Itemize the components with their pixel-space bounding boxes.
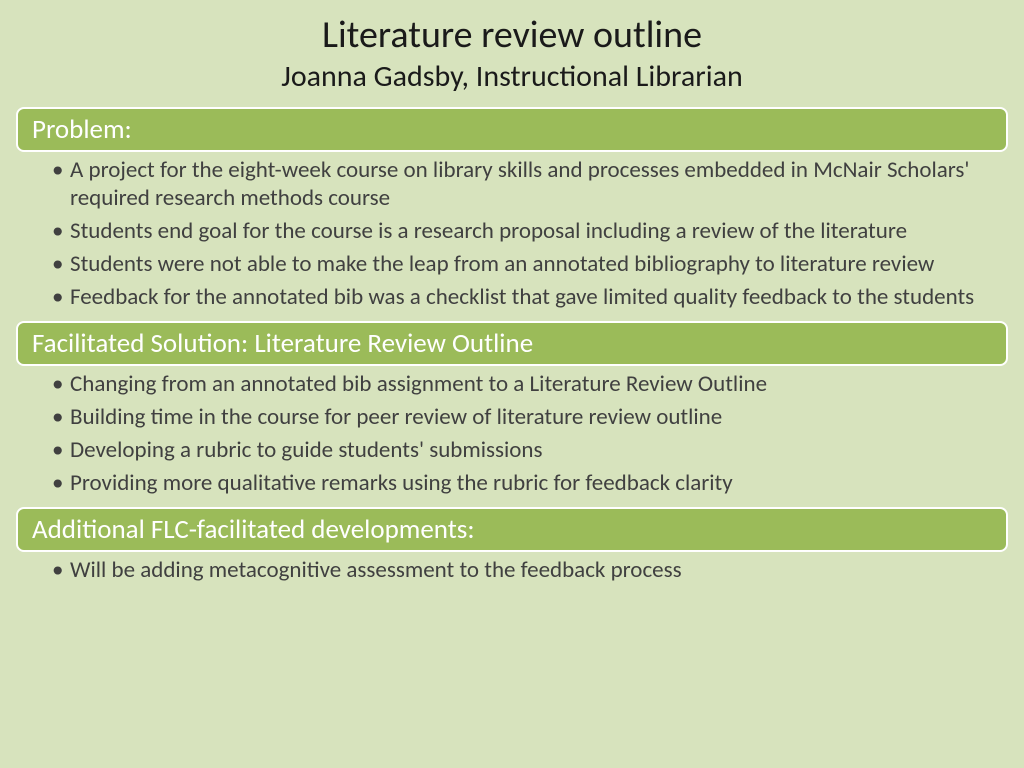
- bullet-item: Changing from an annotated bib assignmen…: [52, 370, 984, 399]
- bullet-item: Feedback for the annotated bib was a che…: [52, 283, 984, 312]
- bullet-item: A project for the eight-week course on l…: [52, 156, 984, 214]
- section-header: Facilitated Solution: Literature Review …: [16, 321, 1008, 366]
- bullet-item: Developing a rubric to guide students' s…: [52, 436, 984, 465]
- bullet-list: Changing from an annotated bib assignmen…: [52, 370, 984, 497]
- section-header: Problem:: [16, 107, 1008, 152]
- section-header: Additional FLC-facilitated developments:: [16, 507, 1008, 552]
- bullet-item: Students were not able to make the leap …: [52, 250, 984, 279]
- bullet-list: Will be adding metacognitive assessment …: [52, 556, 984, 585]
- sections-container: Problem:A project for the eight-week cou…: [0, 107, 1024, 586]
- bullet-item: Students end goal for the course is a re…: [52, 217, 984, 246]
- bullet-item: Providing more qualitative remarks using…: [52, 469, 984, 498]
- bullet-item: Will be adding metacognitive assessment …: [52, 556, 984, 585]
- slide: Literature review outline Joanna Gadsby,…: [0, 0, 1024, 768]
- slide-title: Literature review outline: [0, 14, 1024, 58]
- bullet-item: Building time in the course for peer rev…: [52, 403, 984, 432]
- bullet-list: A project for the eight-week course on l…: [52, 156, 984, 312]
- slide-subtitle: Joanna Gadsby, Instructional Librarian: [0, 58, 1024, 95]
